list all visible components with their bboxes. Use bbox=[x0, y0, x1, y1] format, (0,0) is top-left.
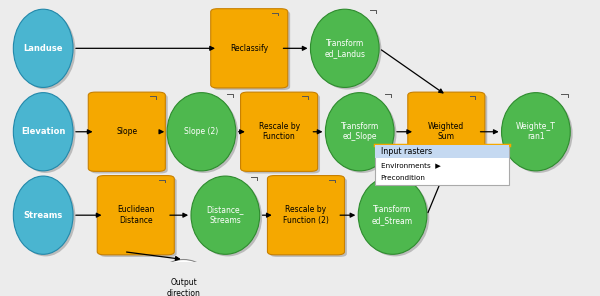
Ellipse shape bbox=[13, 9, 73, 87]
Text: Output
direction: Output direction bbox=[167, 279, 200, 296]
Text: Transform
ed_Landus: Transform ed_Landus bbox=[324, 38, 365, 58]
Ellipse shape bbox=[156, 262, 216, 296]
Ellipse shape bbox=[313, 11, 382, 89]
Ellipse shape bbox=[16, 95, 76, 173]
Text: Transform
ed_Stream: Transform ed_Stream bbox=[372, 205, 413, 225]
FancyBboxPatch shape bbox=[213, 11, 290, 90]
FancyBboxPatch shape bbox=[243, 94, 320, 173]
FancyBboxPatch shape bbox=[97, 176, 174, 255]
Ellipse shape bbox=[502, 93, 570, 171]
Text: Reclassify: Reclassify bbox=[230, 44, 268, 53]
Ellipse shape bbox=[16, 178, 76, 256]
Ellipse shape bbox=[325, 93, 394, 171]
Text: Input rasters: Input rasters bbox=[380, 147, 432, 156]
FancyBboxPatch shape bbox=[374, 145, 509, 185]
Ellipse shape bbox=[361, 178, 429, 256]
FancyBboxPatch shape bbox=[270, 178, 347, 257]
FancyBboxPatch shape bbox=[410, 94, 487, 173]
Ellipse shape bbox=[328, 95, 397, 173]
Ellipse shape bbox=[167, 93, 236, 171]
FancyBboxPatch shape bbox=[268, 176, 344, 255]
Ellipse shape bbox=[13, 176, 73, 254]
Text: Weighte_T
ran1: Weighte_T ran1 bbox=[516, 122, 556, 141]
Ellipse shape bbox=[13, 93, 73, 171]
Text: Streams: Streams bbox=[23, 211, 63, 220]
Ellipse shape bbox=[154, 260, 214, 296]
Ellipse shape bbox=[358, 176, 427, 254]
Text: Precondition: Precondition bbox=[380, 176, 425, 181]
Text: Transform
ed_Slope: Transform ed_Slope bbox=[341, 122, 379, 141]
Ellipse shape bbox=[310, 9, 379, 87]
Ellipse shape bbox=[170, 95, 238, 173]
Text: Distance_
Streams: Distance_ Streams bbox=[206, 205, 244, 225]
FancyBboxPatch shape bbox=[374, 145, 509, 158]
FancyBboxPatch shape bbox=[408, 92, 485, 171]
Text: Elevation: Elevation bbox=[21, 127, 65, 136]
Text: Slope: Slope bbox=[116, 127, 137, 136]
FancyBboxPatch shape bbox=[91, 94, 168, 173]
Text: Weighted
Sum: Weighted Sum bbox=[428, 122, 464, 141]
Text: Rescale by
Function: Rescale by Function bbox=[259, 122, 299, 141]
Text: Slope (2): Slope (2) bbox=[184, 127, 218, 136]
Text: Environments  ▶: Environments ▶ bbox=[380, 162, 440, 168]
Ellipse shape bbox=[193, 178, 262, 256]
Text: Rescale by
Function (2): Rescale by Function (2) bbox=[283, 205, 329, 225]
FancyBboxPatch shape bbox=[241, 92, 317, 171]
Ellipse shape bbox=[191, 176, 260, 254]
FancyBboxPatch shape bbox=[211, 9, 288, 88]
Text: Euclidean
Distance: Euclidean Distance bbox=[117, 205, 154, 225]
FancyBboxPatch shape bbox=[100, 178, 176, 257]
FancyBboxPatch shape bbox=[88, 92, 166, 171]
Ellipse shape bbox=[16, 11, 76, 89]
Text: Landuse: Landuse bbox=[23, 44, 63, 53]
Ellipse shape bbox=[504, 95, 572, 173]
